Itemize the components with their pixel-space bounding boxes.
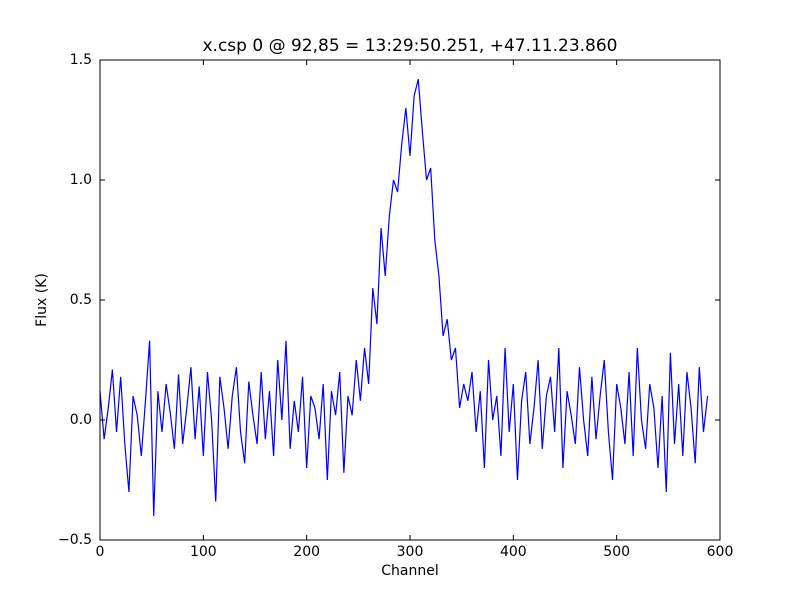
y-tick-label: 1.5 <box>70 52 92 68</box>
chart-title: x.csp 0 @ 92,85 = 13:29:50.251, +47.11.2… <box>202 36 617 56</box>
y-tick-label: 1.0 <box>70 172 92 188</box>
y-tick-label: −0.5 <box>58 532 92 548</box>
x-tick-label: 600 <box>707 544 734 560</box>
x-tick-label: 400 <box>500 544 527 560</box>
x-tick-label: 500 <box>603 544 630 560</box>
y-axis-label: Flux (K) <box>34 273 50 327</box>
y-tick-label: 0.5 <box>70 292 92 308</box>
data-line <box>99 79 709 517</box>
y-tick-label: 0.0 <box>70 412 92 428</box>
x-tick-label: 200 <box>293 544 320 560</box>
x-tick-label: 300 <box>397 544 424 560</box>
x-tick-label: 0 <box>96 544 105 560</box>
x-axis-label: Channel <box>381 563 438 579</box>
x-tick-label: 100 <box>190 544 217 560</box>
